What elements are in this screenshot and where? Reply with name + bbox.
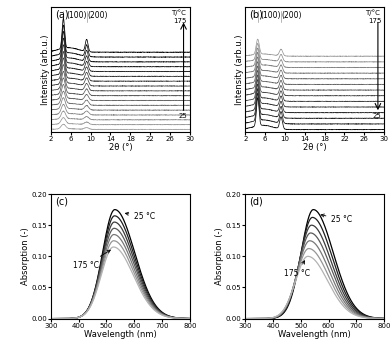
Text: 175: 175 — [368, 18, 381, 24]
Text: (200): (200) — [281, 11, 302, 20]
Text: 25: 25 — [178, 113, 187, 119]
Text: (100): (100) — [261, 11, 281, 20]
Text: 175: 175 — [174, 18, 187, 24]
Text: (c): (c) — [55, 197, 68, 207]
Y-axis label: Intensity (arb.u.): Intensity (arb.u.) — [235, 34, 244, 105]
Text: (100): (100) — [66, 11, 87, 20]
Text: (a): (a) — [55, 10, 69, 20]
Text: (200): (200) — [87, 11, 108, 20]
Text: T/°C: T/°C — [171, 10, 186, 16]
Text: (b): (b) — [249, 10, 263, 20]
X-axis label: 2θ (°): 2θ (°) — [109, 143, 132, 152]
Text: 25 °C: 25 °C — [125, 212, 155, 221]
Text: 25 °C: 25 °C — [321, 214, 352, 224]
Text: 175 °C: 175 °C — [73, 250, 110, 270]
Y-axis label: Absorption (-): Absorption (-) — [215, 227, 224, 285]
X-axis label: Wavelength (nm): Wavelength (nm) — [278, 330, 351, 339]
X-axis label: Wavelength (nm): Wavelength (nm) — [84, 330, 157, 339]
Y-axis label: Absorption (-): Absorption (-) — [21, 227, 30, 285]
Text: 175 °C: 175 °C — [284, 261, 310, 278]
Text: 25: 25 — [373, 113, 381, 119]
Y-axis label: Intensity (arb.u.): Intensity (arb.u.) — [40, 34, 49, 105]
Text: T/°C: T/°C — [365, 10, 380, 16]
Text: (d): (d) — [249, 197, 263, 207]
X-axis label: 2θ (°): 2θ (°) — [303, 143, 327, 152]
